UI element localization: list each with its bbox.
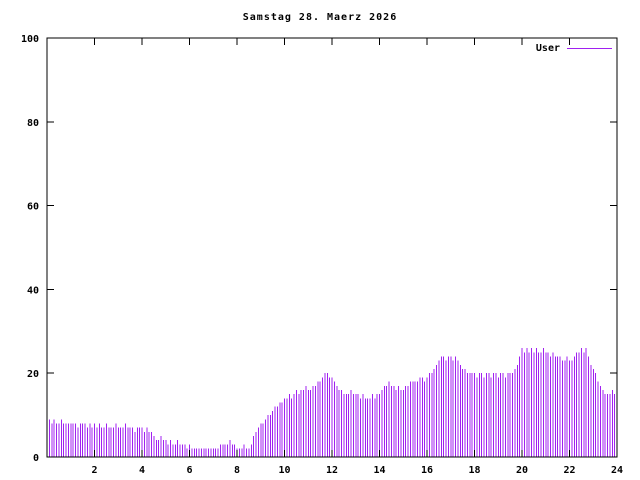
x-tick-label: 10 xyxy=(278,465,290,476)
y-tick-label: 100 xyxy=(21,34,39,45)
x-tick-label: 4 xyxy=(139,465,145,476)
x-tick-label: 24 xyxy=(611,465,623,476)
x-tick-label: 14 xyxy=(373,465,385,476)
x-axis: 2 4 6 8 10 12 14 16 18 20 22 24 xyxy=(91,38,623,476)
x-tick-label: 6 xyxy=(186,465,192,476)
chart-title: Samstag 28. Maerz 2026 xyxy=(242,12,398,23)
legend: User xyxy=(470,43,612,54)
x-tick-label: 18 xyxy=(468,465,480,476)
y-tick-label: 60 xyxy=(27,202,39,213)
y-tick-label: 40 xyxy=(27,285,39,296)
legend-series-label: User xyxy=(535,43,560,54)
user-bars xyxy=(46,348,618,457)
x-tick-label: 8 xyxy=(234,465,240,476)
x-tick-label: 20 xyxy=(516,465,528,476)
y-tick-label: 80 xyxy=(27,118,39,129)
x-tick-label: 16 xyxy=(421,465,433,476)
y-axis: 0 20 40 60 80 100 xyxy=(21,34,617,464)
x-tick-label: 2 xyxy=(91,465,97,476)
y-tick-label: 20 xyxy=(27,369,39,380)
legend-line-icon xyxy=(567,48,612,49)
x-tick-label: 22 xyxy=(563,465,575,476)
x-tick-label: 12 xyxy=(326,465,338,476)
y-tick-label: 0 xyxy=(33,453,39,464)
